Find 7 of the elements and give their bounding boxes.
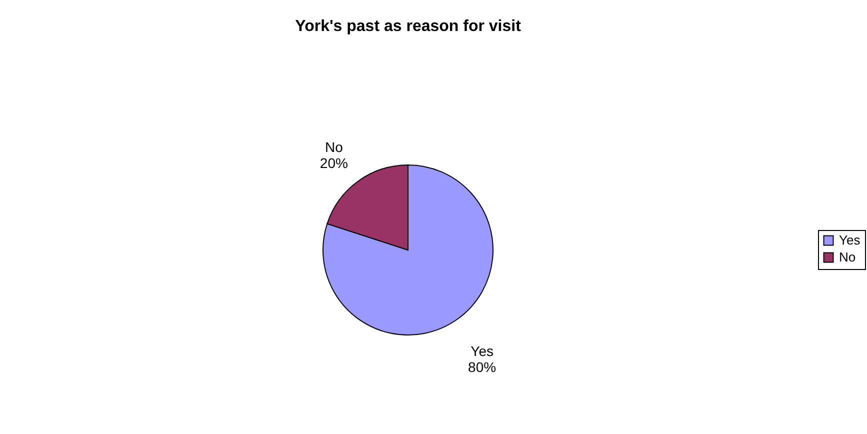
data-label: 80% xyxy=(468,358,496,375)
legend-label: Yes xyxy=(839,232,861,248)
chart-title: York's past as reason for visit xyxy=(295,18,522,35)
data-label: 20% xyxy=(320,155,348,172)
legend-label: No xyxy=(839,250,856,264)
slice-label: Yes xyxy=(470,342,494,359)
slice-label: No xyxy=(324,139,344,156)
